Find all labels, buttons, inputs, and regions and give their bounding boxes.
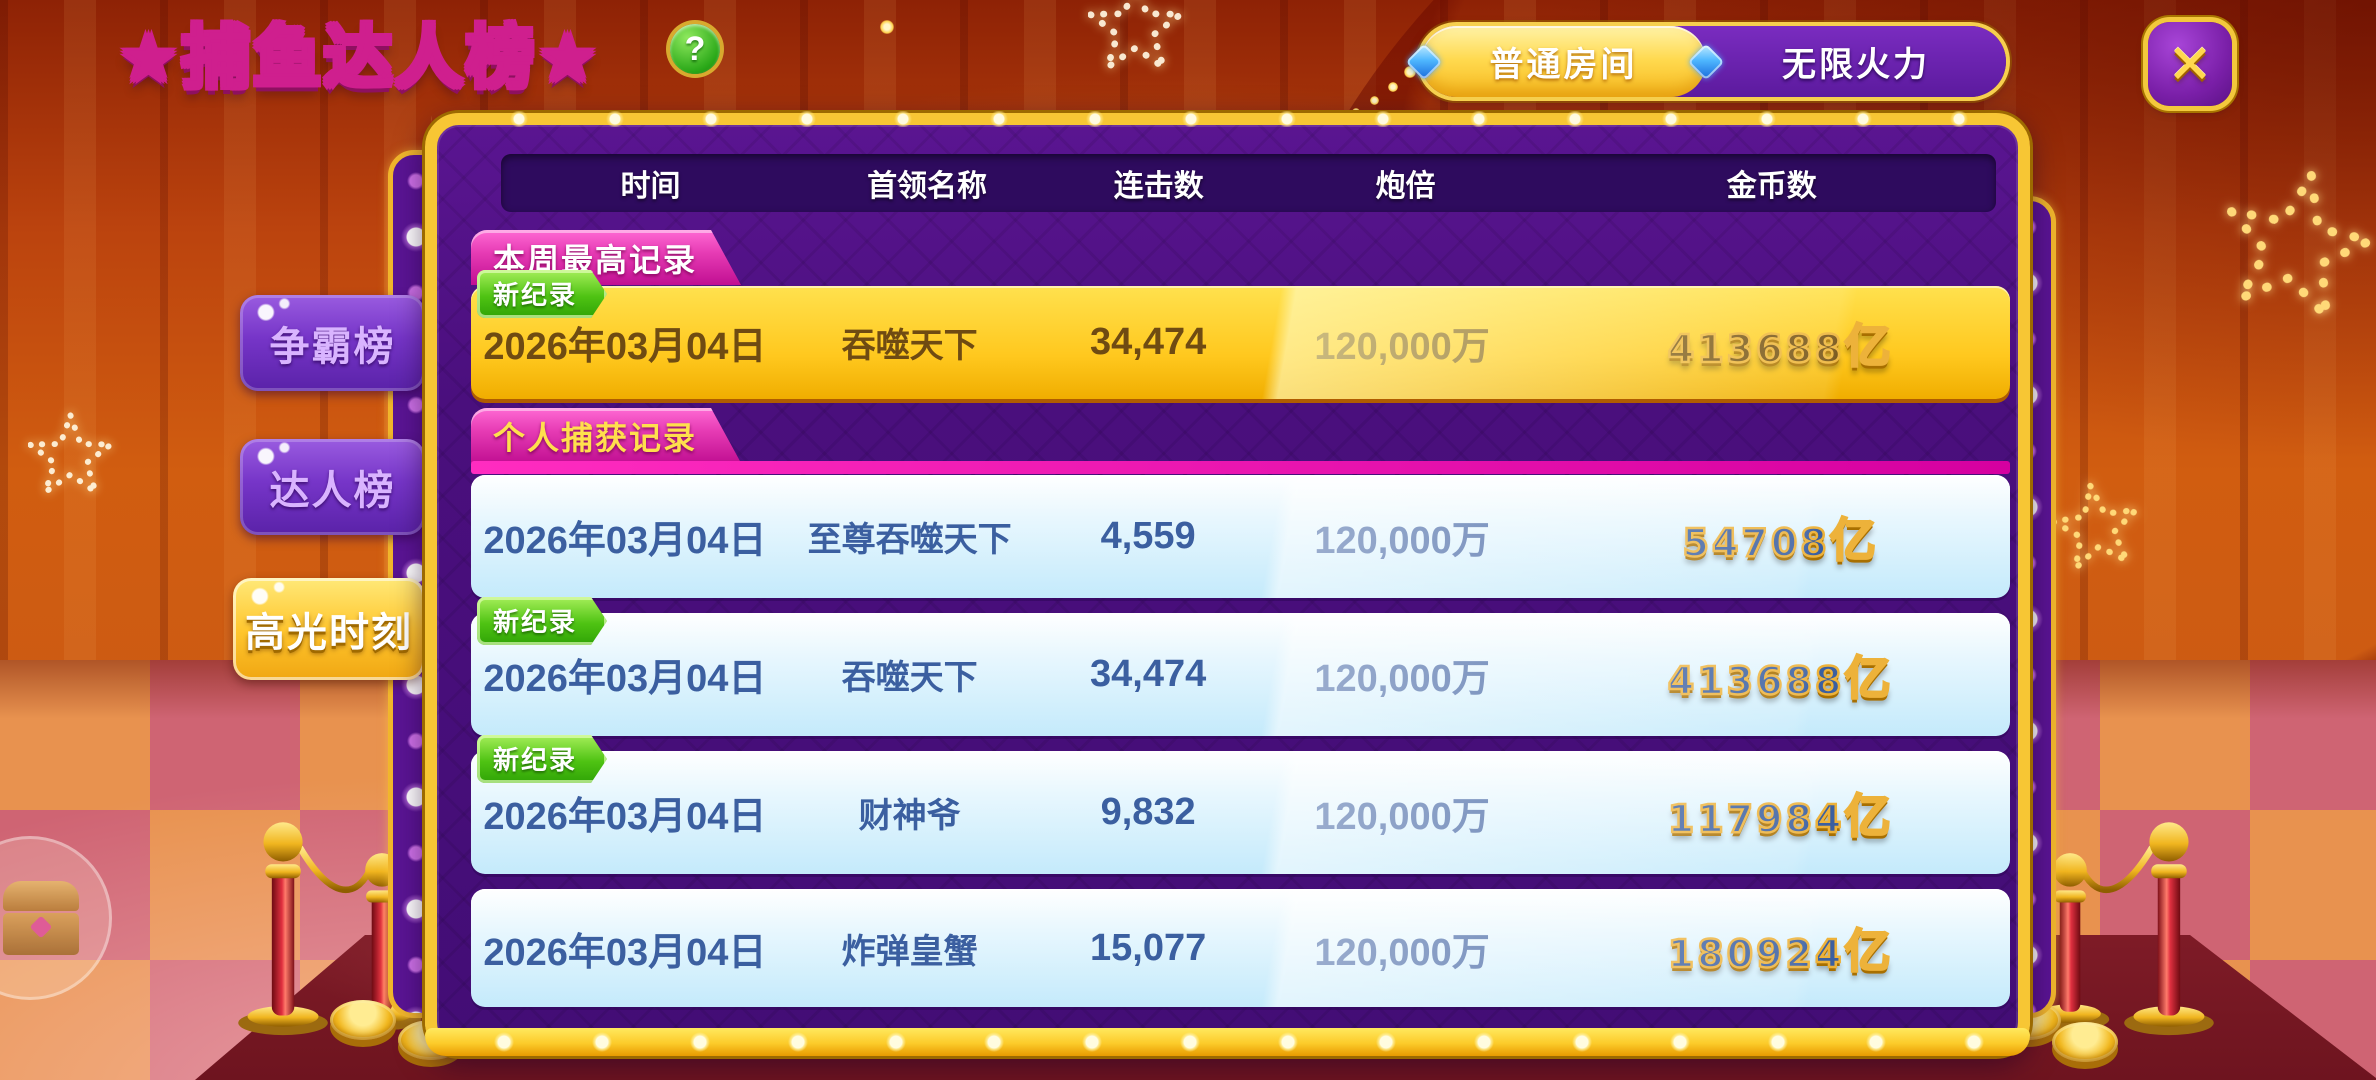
sidebar-tab-master-rank[interactable]: 达人榜 (240, 439, 425, 535)
page-title: ★捕鱼达人榜★ (118, 2, 601, 101)
cannon-multiplier: 120,000万 (1314, 326, 1490, 368)
boss-name: 炸弹皇蟹 (841, 932, 978, 971)
section-divider-bar (471, 461, 2010, 474)
close-button[interactable]: ✕ (2148, 22, 2232, 106)
cannon-multiplier: 120,000万 (1314, 658, 1490, 700)
leaderboard-panel: 时间 首领名称 连击数 炮倍 金币数 本周最高记录 新纪录 2026年03月04… (425, 111, 2030, 1056)
new-record-badge: 新纪录 (477, 735, 607, 783)
boss-name: 吞噬天下 (841, 659, 978, 697)
tab-normal-room[interactable]: 普通房间 (1421, 26, 1706, 97)
star-lights-icon (1088, 0, 1183, 71)
cannon-multiplier: 120,000万 (1314, 796, 1490, 838)
record-date: 2026年03月04日 (483, 326, 767, 368)
coin-amount: 54708亿 (1681, 511, 1877, 568)
sparkle-dot (880, 20, 894, 34)
personal-record-row: 新纪录 2026年03月04日 吞噬天下 34,474 120,000万 413… (471, 613, 2010, 736)
panel-bottom-lights (425, 1028, 2030, 1056)
new-record-badge: 新纪录 (477, 270, 607, 318)
coin-amount: 117984亿 (1667, 787, 1892, 844)
boss-name: 财神爷 (858, 797, 961, 835)
room-type-toggle: 普通房间 无限火力 (1405, 26, 2006, 97)
tab-unlimited-firepower[interactable]: 无限火力 (1782, 46, 1930, 84)
sidebar-tab-label: 争霸榜 (269, 325, 396, 369)
boss-name: 吞噬天下 (841, 327, 978, 365)
cannon-multiplier: 120,000万 (1314, 520, 1490, 562)
record-date: 2026年03月04日 (483, 520, 767, 562)
record-date: 2026年03月04日 (483, 931, 767, 974)
coin-amount: 180924亿 (1667, 923, 1892, 980)
frame-lights (431, 111, 2024, 127)
star-lights-icon (28, 412, 113, 495)
coin-amount: 413688亿 (1667, 317, 1892, 374)
personal-record-row: 新纪录 2026年03月04日 财神爷 9,832 120,000万 11798… (471, 751, 2010, 874)
combo-count: 15,077 (1090, 926, 1207, 969)
new-record-badge: 新纪录 (477, 597, 607, 645)
record-date: 2026年03月04日 (483, 796, 767, 838)
column-header-coins: 金币数 (1726, 170, 1817, 203)
column-header-boss-name: 首领名称 (867, 170, 988, 203)
star-lights-icon (2049, 482, 2140, 572)
combo-count: 4,559 (1100, 515, 1196, 557)
table-header: 时间 首领名称 连击数 炮倍 金币数 (501, 154, 1996, 212)
column-header-time: 时间 (620, 170, 681, 203)
combo-count: 9,832 (1100, 791, 1196, 833)
personal-record-row: 2026年03月04日 至尊吞噬天下 4,559 120,000万 54708亿 (471, 475, 2010, 598)
boss-name: 至尊吞噬天下 (807, 521, 1012, 559)
star-lights-icon (2226, 171, 2376, 322)
sidebar-tab-label: 高光时刻 (245, 611, 413, 655)
sidebar-tab-label: 达人榜 (269, 469, 396, 513)
sidebar-tab-highlight-moments[interactable]: 高光时刻 (233, 578, 425, 680)
column-header-multiplier: 炮倍 (1375, 170, 1436, 203)
sparkle-dot (1370, 96, 1379, 105)
combo-count: 34,474 (1090, 653, 1207, 695)
cannon-multiplier: 120,000万 (1314, 931, 1490, 974)
record-date: 2026年03月04日 (483, 658, 767, 700)
sidebar-tab-battle-rank[interactable]: 争霸榜 (240, 295, 425, 391)
help-icon[interactable]: ? (670, 24, 720, 74)
close-icon: ✕ (2167, 34, 2213, 95)
column-header-combo: 连击数 (1113, 170, 1204, 203)
personal-record-row: 2026年03月04日 炸弹皇蟹 15,077 120,000万 180924亿 (471, 889, 2010, 1007)
gold-coin-icon (2052, 1022, 2118, 1062)
gold-coin-icon (330, 1000, 396, 1040)
sparkle-dot (1388, 82, 1398, 92)
weekly-record-row: 新纪录 2026年03月04日 吞噬天下 34,474 120,000万 413… (471, 286, 2010, 399)
coin-amount: 413688亿 (1667, 649, 1892, 706)
section-tab-personal-record: 个人捕获记录 (471, 408, 741, 463)
combo-count: 34,474 (1090, 321, 1207, 363)
